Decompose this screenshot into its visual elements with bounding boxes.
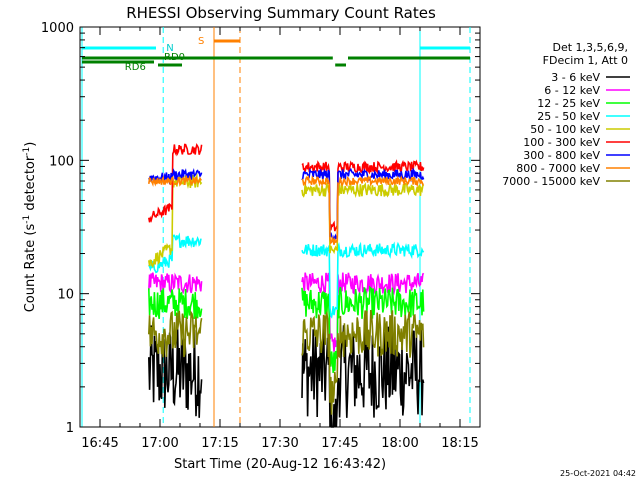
y-tick-label: 1000 [41, 21, 74, 36]
series-line [148, 309, 425, 415]
night-label: N [166, 43, 173, 54]
legend-header-line2: FDecim 1, Att 0 [543, 54, 628, 67]
series-line [148, 172, 425, 268]
x-tick-label: 16:45 [81, 436, 118, 451]
legend-entry-label: 3 - 6 keV [551, 71, 600, 84]
series-line [148, 232, 425, 319]
legend-entry-label: 7000 - 15000 keV [502, 175, 600, 188]
x-tick-label: 17:00 [141, 436, 178, 451]
x-tick-label: 17:30 [261, 436, 298, 451]
series-line [148, 285, 425, 373]
x-tick-label: 18:15 [441, 436, 478, 451]
y-tick-label: 100 [49, 154, 74, 169]
legend: Det 1,3,5,6,9, FDecim 1, Att 0 3 - 6 keV… [502, 41, 630, 188]
saa-label: S [198, 36, 204, 47]
legend-entry-label: 300 - 800 keV [523, 149, 600, 162]
legend-entry-label: 6 - 12 keV [544, 84, 600, 97]
footer-date: 25-Oct-2021 04:42 [560, 469, 636, 478]
rd6-label: RD6 [125, 62, 146, 73]
chart-title: RHESSI Observing Summary Count Rates [126, 4, 436, 22]
axes-layer: 16:45 17:00 17:15 17:30 17:45 18:00 18:15 1 10 10… [41, 21, 481, 451]
legend-entry-label: 25 - 50 keV [537, 110, 600, 123]
legend-entry-label: 50 - 100 keV [530, 123, 600, 136]
legend-entry-label: 12 - 25 keV [537, 97, 600, 110]
x-tick-label: 18:00 [381, 436, 418, 451]
series-line [148, 174, 425, 245]
series-line [148, 143, 425, 232]
series-line [148, 167, 425, 244]
y-axis-label: Count Rate (s-1 detector-1) [22, 142, 38, 313]
observing-markers: N S RD0 RD6 [81, 27, 471, 427]
series-layer [148, 143, 425, 428]
y-tick-label: 1 [66, 421, 74, 436]
x-tick-label: 17:15 [201, 436, 238, 451]
legend-entry-label: 800 - 7000 keV [516, 162, 600, 175]
legend-header-line1: Det 1,3,5,6,9, [552, 41, 628, 54]
series-line [148, 325, 425, 428]
legend-entry-label: 100 - 300 keV [523, 136, 600, 149]
series-line [148, 272, 425, 352]
y-tick-label: 10 [57, 288, 74, 303]
x-axis-label: Start Time (20-Aug-12 16:43:42) [174, 457, 386, 472]
x-tick-label: 17:45 [321, 436, 358, 451]
rd0-label: RD0 [164, 52, 185, 63]
